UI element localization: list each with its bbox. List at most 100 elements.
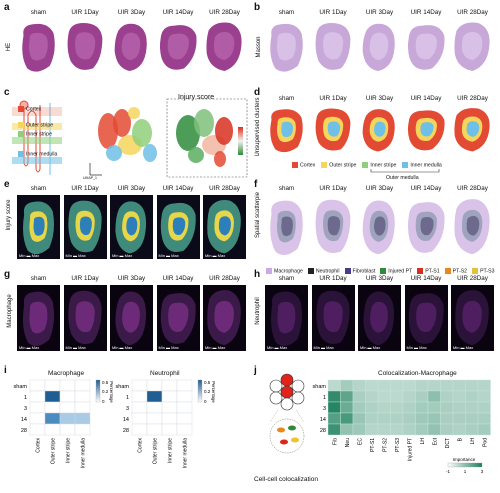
- tissue-tile: Min ▬ Max: [16, 194, 61, 260]
- heatmap-cell: [427, 401, 441, 414]
- tissue-tile: [310, 194, 356, 260]
- legend-pt-s2: PT-S2: [444, 268, 467, 274]
- colocalization-caption: Cell-cell colocalization: [254, 476, 318, 483]
- tissue-tile: Min ▬ Max: [62, 194, 108, 260]
- row-label: 28: [21, 428, 27, 434]
- column-header: UIR 3Day: [365, 275, 394, 282]
- umap-cluster: [128, 107, 140, 119]
- heatmap-cell: [59, 401, 76, 414]
- heatmap-cell: [390, 412, 404, 425]
- tissue-tile: Min ▬ Max: [155, 194, 201, 260]
- injury-score-title: Injury score: [178, 94, 215, 101]
- tissue-section: [363, 291, 395, 346]
- tissue-tile: Min ▬ Max: [202, 284, 247, 352]
- panel-a-row-label: HE: [6, 42, 12, 52]
- min-max-scale: Min ▬ Max: [112, 253, 133, 258]
- tissue-tile: Min ▬ Max: [450, 284, 495, 352]
- column-header: UIR 14Day: [162, 9, 194, 16]
- heatmap-cell: [327, 379, 341, 392]
- tissue-tile: [450, 194, 495, 260]
- min-max-scale: Min ▬ Max: [19, 345, 40, 350]
- umap-cluster: [113, 109, 131, 137]
- outer-medulla-label: Outer medulla: [386, 175, 419, 181]
- tissue-core: [33, 216, 45, 236]
- umap-injury: [176, 109, 233, 167]
- heatmap-cell: [176, 412, 193, 425]
- min-max-scale: Min ▬ Max: [158, 253, 179, 258]
- heatmap-cell: [427, 379, 441, 392]
- panel-g-label: g: [4, 269, 11, 280]
- tissue-inner: [277, 301, 296, 334]
- row-label: sham: [116, 384, 130, 390]
- col-label: Outer stripe: [153, 438, 159, 464]
- region-label-inner: Inner stripe: [18, 131, 52, 151]
- tissue-inner: [213, 31, 235, 61]
- legend-injured-pt: Injured PT: [380, 268, 412, 274]
- heatmap-i-title-macrophage: Macrophage: [48, 370, 85, 377]
- panel-f-row-label: Spatial scatterpie: [255, 191, 261, 239]
- row-label: 28: [320, 428, 326, 434]
- heatmap-cell: [59, 423, 76, 436]
- heatmap-cell: [390, 423, 404, 436]
- heatmap-j-title: Colocalization-Macrophage: [378, 370, 457, 377]
- panel-g-row-label: Macrophage: [7, 294, 13, 328]
- heatmap-cell: [390, 401, 404, 414]
- row-label: sham: [313, 384, 327, 390]
- column-header: UIR 1Day: [71, 185, 99, 192]
- colorbar-label: Importance: [453, 457, 476, 462]
- tissue-tile: Min ▬ Max: [357, 284, 402, 352]
- tissue-inner: [462, 300, 482, 333]
- column-header: UIR 14Day: [410, 95, 442, 102]
- tissue-core: [374, 121, 386, 137]
- tissue-tile: [450, 104, 495, 156]
- heatmap-cell: [402, 401, 416, 414]
- tissue-tile: [109, 18, 154, 76]
- column-header: UIR 28Day: [457, 95, 488, 102]
- heatmap-cell: [390, 390, 404, 403]
- heatmap-cell: [427, 412, 441, 425]
- heatmap-cell: [176, 390, 193, 403]
- tissue-tile: [264, 104, 309, 156]
- heatmap-cell: [415, 412, 429, 425]
- heatmap-cell: [29, 401, 46, 414]
- col-label: Injured PT: [407, 438, 413, 461]
- min-max-scale: Min ▬ Max: [267, 345, 288, 350]
- tissue-tile: Min ▬ Max: [109, 284, 154, 352]
- col-label: LH: [420, 438, 426, 445]
- tissue-section: [408, 293, 444, 344]
- tissue-section: [67, 200, 102, 253]
- heatmap-cell: [365, 412, 379, 425]
- tissue-section: [315, 199, 350, 254]
- column-header: UIR 3Day: [365, 185, 394, 192]
- panel-j-heatmap: sham 1 3 14 28 Fib Neu EC PT-S1 PT-S2 PT-S3 Injured…: [313, 379, 491, 474]
- row-label: 28: [123, 428, 129, 434]
- heatmap-cell: [352, 379, 366, 392]
- column-header: UIR 28Day: [457, 275, 488, 282]
- heatmap-cell: [131, 390, 148, 403]
- heatmap-cell: [74, 390, 91, 403]
- tissue-inner: [74, 32, 95, 60]
- heatmap-cell: [352, 412, 366, 425]
- heatmap-cell: [415, 379, 429, 392]
- heatmap-cell: [161, 423, 178, 436]
- col-label: Outer stripe: [51, 438, 57, 464]
- legend-macrophage: Macrophage: [266, 268, 303, 274]
- heatmap-cell: [131, 423, 148, 436]
- tissue-inner: [29, 301, 48, 334]
- tissue-section: [115, 201, 147, 254]
- colorbar-label: Percentage: [109, 381, 114, 403]
- tissue-section: [206, 22, 242, 71]
- column-header: UIR 28Day: [457, 185, 488, 192]
- tissue-inner: [29, 32, 48, 61]
- heatmap-cell: [440, 401, 454, 414]
- tissue-core: [327, 121, 340, 137]
- heatmap-cell: [365, 401, 379, 414]
- heatmap-cell: [74, 379, 91, 392]
- heatmap-cell: [440, 412, 454, 425]
- heatmap-cell: [477, 401, 491, 414]
- heatmap-cell: [44, 423, 61, 436]
- heatmap-cell: [327, 390, 341, 403]
- legend-inner-stripe: Inner stripe: [362, 162, 396, 168]
- col-label: PT-S1: [370, 438, 376, 452]
- heatmap-cell: [327, 423, 341, 436]
